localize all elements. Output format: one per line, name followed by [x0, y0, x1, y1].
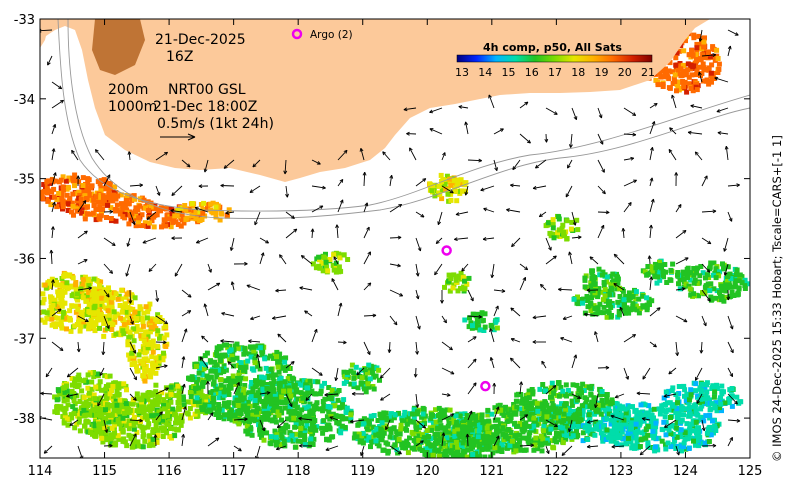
sst-tick-label: 16	[525, 66, 539, 79]
lat-tick-label: -36	[14, 252, 35, 267]
longitude-axis: 114 115 116 117 118 119 120 121 122 123 124 125	[28, 19, 763, 479]
lon-tick-label: 119	[350, 464, 375, 479]
sst-tick-label: 14	[478, 66, 492, 79]
date-label: 21-Dec-2025	[155, 32, 246, 48]
vector-time-label: 21-Dec 18:00Z	[153, 99, 257, 115]
argo-legend-label: Argo (2)	[310, 29, 353, 41]
argo-float-marker	[480, 380, 491, 392]
sst-tick-label: 19	[595, 66, 609, 79]
lon-tick-label: 125	[738, 464, 763, 479]
lon-tick-label: 123	[608, 464, 633, 479]
sst-tick-label: 20	[618, 66, 632, 79]
coast-highland	[92, 19, 145, 75]
land-mass-west	[40, 19, 50, 48]
sst-tick-label: 17	[548, 66, 562, 79]
lon-tick-label: 122	[544, 464, 569, 479]
sst-tick-label: 15	[502, 66, 516, 79]
lon-tick-label: 118	[286, 464, 311, 479]
argo-float-markers	[441, 245, 491, 392]
lon-tick-label: 116	[157, 464, 182, 479]
lon-tick-label: 117	[221, 464, 246, 479]
latitude-axis: -33 -34 -35 -36 -37 -38	[14, 13, 750, 427]
sst-colorbar-title: 4h comp, p50, All Sats	[483, 41, 622, 54]
lat-tick-label: -35	[14, 173, 35, 188]
lat-tick-label: -33	[14, 13, 35, 28]
argo-float-marker	[441, 245, 452, 256]
product-label: NRT00 GSL	[168, 82, 246, 98]
lon-tick-label: 114	[28, 464, 53, 479]
lat-tick-label: -38	[14, 412, 35, 427]
bathymetry-contours	[57, 19, 750, 219]
lat-tick-label: -37	[14, 332, 35, 347]
map-annotations: 21-Dec-2025 16Z 200m NRT00 GSL 1000m 21-…	[108, 28, 655, 141]
scale-arrow	[160, 133, 196, 141]
sst-tick-label: 18	[571, 66, 585, 79]
credit-text: © IMOS 24-Dec-2025 15:33 Hobart; Tscale=…	[770, 135, 784, 462]
lon-tick-label: 120	[415, 464, 440, 479]
sst-patches	[40, 30, 750, 458]
current-vectors	[40, 28, 741, 458]
sst-colorbar	[456, 54, 653, 63]
lon-tick-label: 124	[673, 464, 698, 479]
lon-tick-label: 121	[479, 464, 504, 479]
depth-200-label: 200m	[108, 82, 148, 98]
sst-colorbar-ticks: 13 14 15 16 17 18 19 20 21	[455, 66, 655, 79]
scale-label: 0.5m/s (1kt 24h)	[157, 116, 274, 132]
lat-tick-label: -34	[14, 93, 35, 108]
lon-tick-label: 115	[92, 464, 117, 479]
sst-tick-label: 13	[455, 66, 469, 79]
argo-legend-icon	[291, 28, 303, 40]
sst-tick-label: 21	[641, 66, 655, 79]
plot-frame	[39, 18, 751, 459]
depth-1000-label: 1000m	[108, 99, 157, 115]
hour-label: 16Z	[166, 49, 193, 65]
